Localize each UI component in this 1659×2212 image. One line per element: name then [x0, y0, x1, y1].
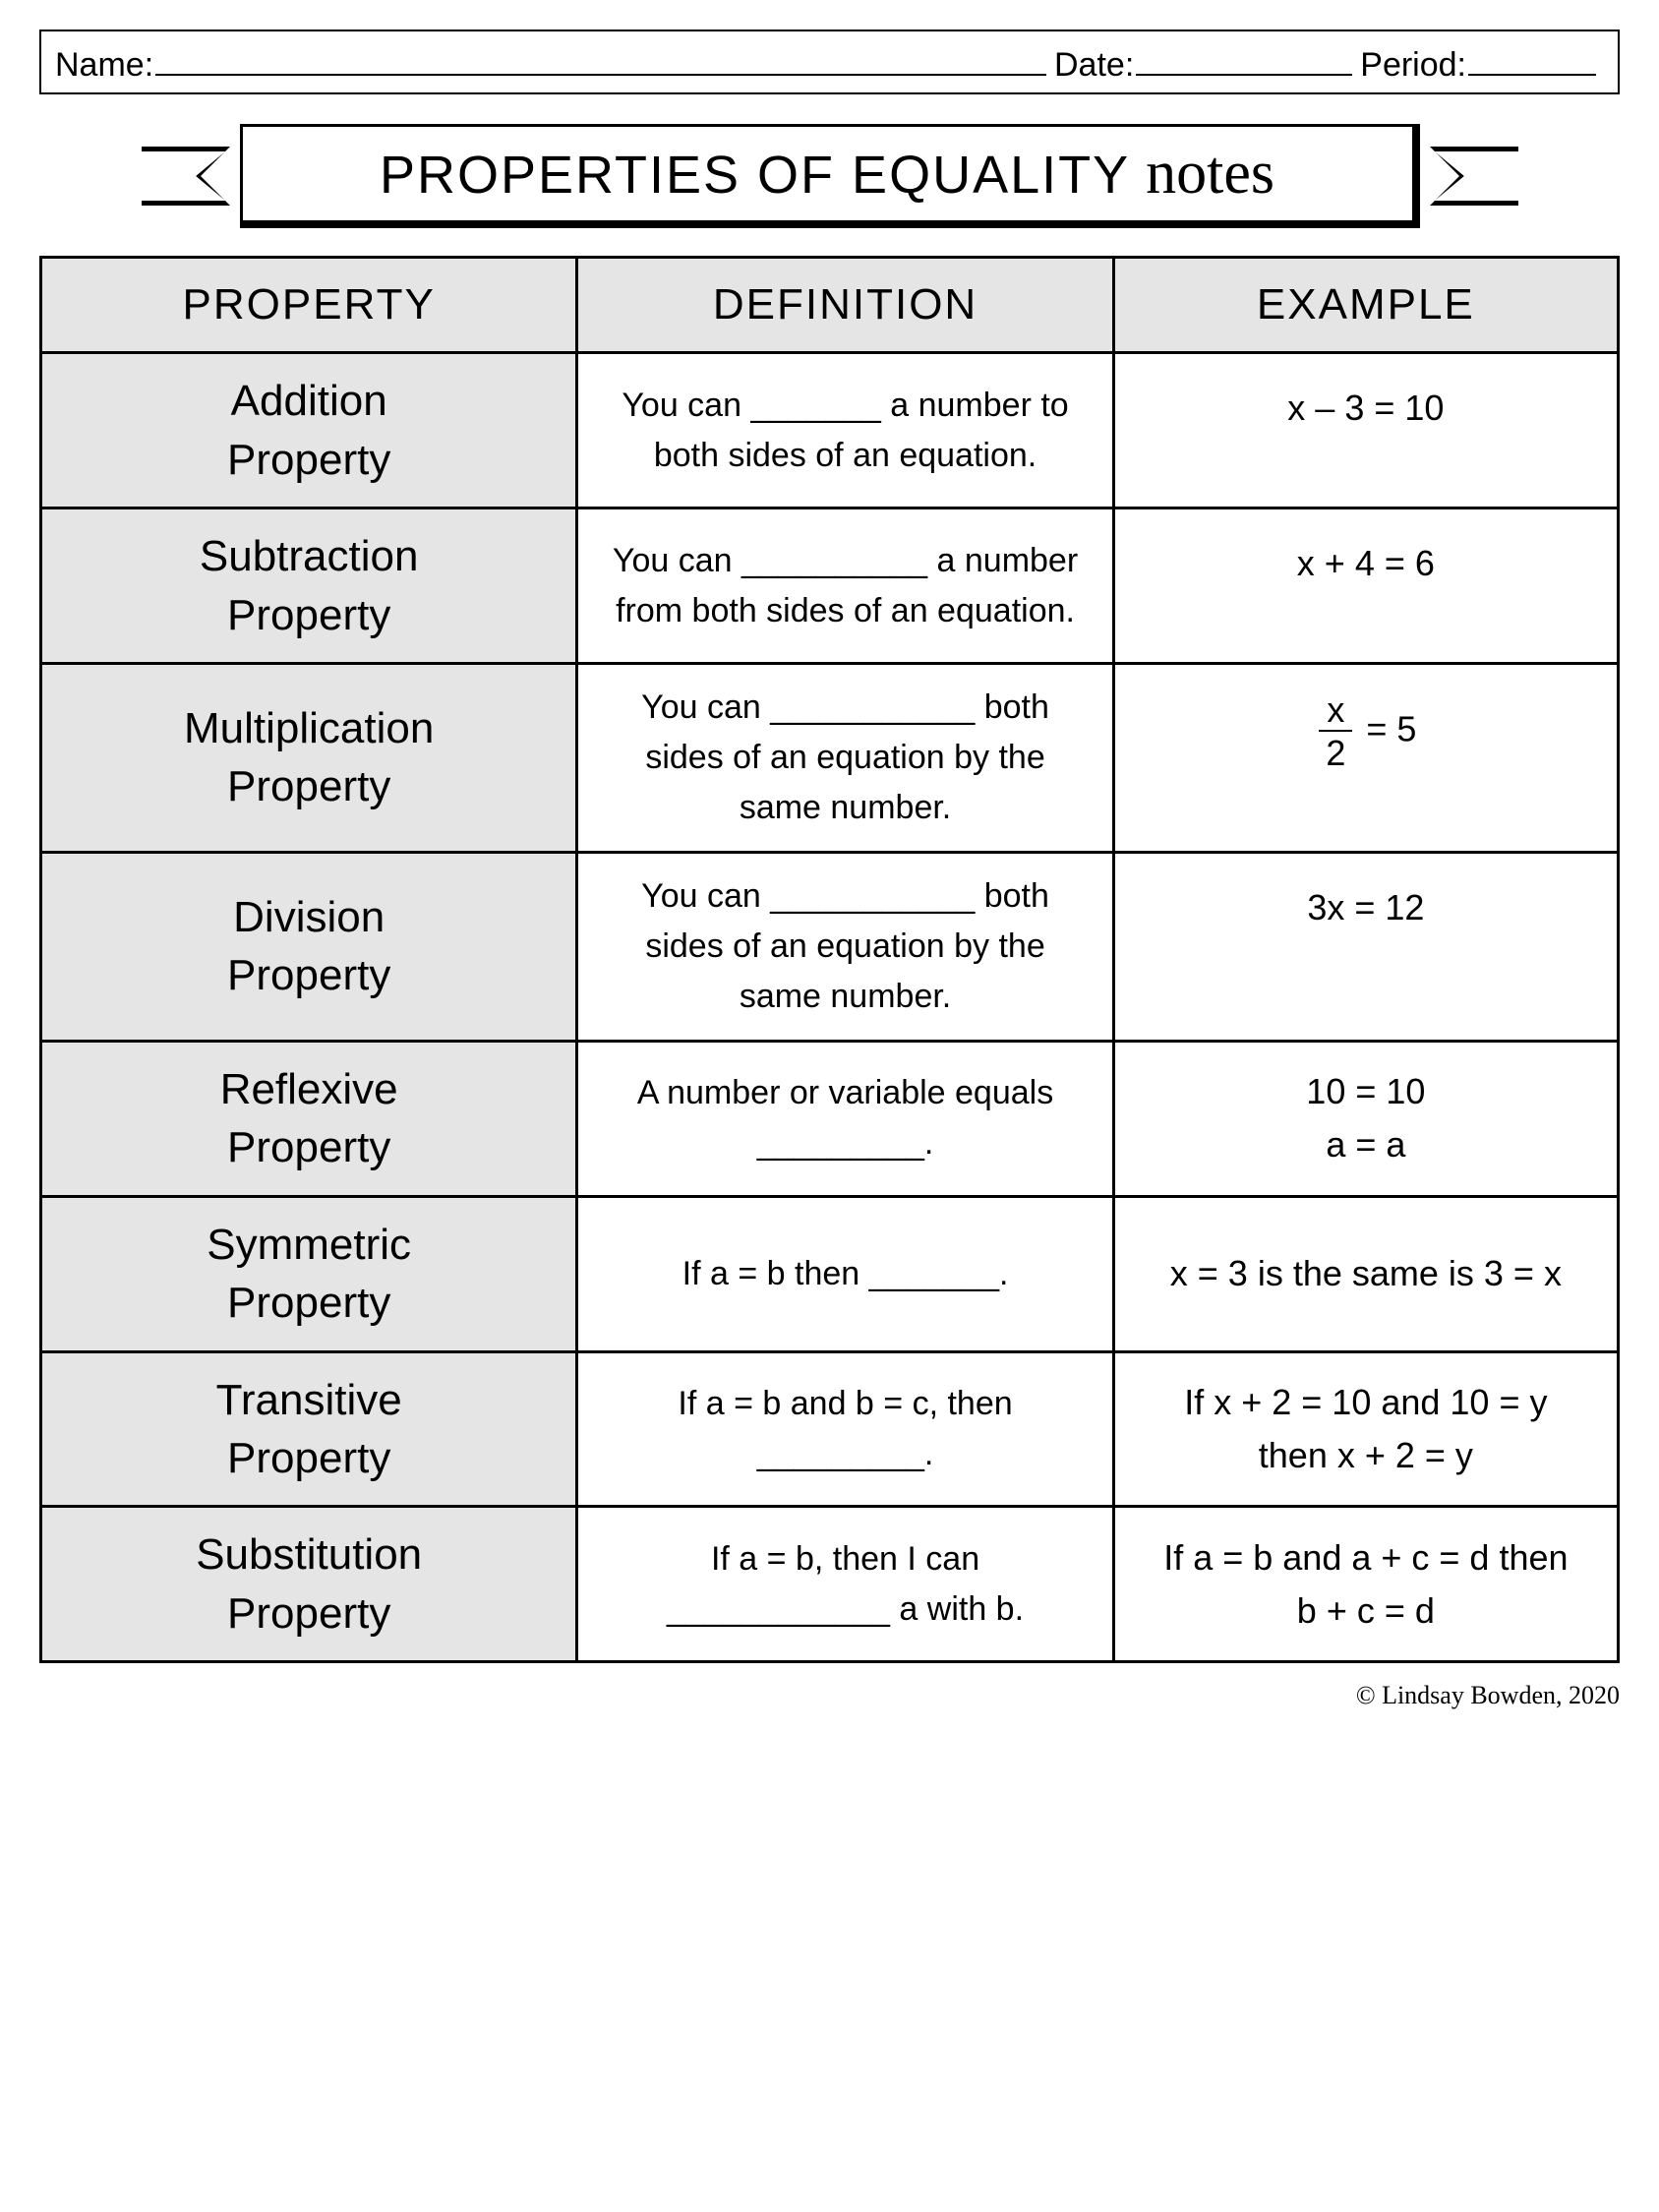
property-example: x + 4 = 6 — [1113, 508, 1618, 664]
date-label: Date: — [1054, 46, 1134, 85]
table-header-row: PROPERTY DEFINITION EXAMPLE — [41, 258, 1619, 353]
property-example: If x + 2 = 10 and 10 = ythen x + 2 = y — [1113, 1351, 1618, 1507]
property-definition: If a = b and b = c, then _________. — [577, 1351, 1113, 1507]
name-label: Name: — [55, 46, 153, 85]
title-box: PROPERTIES OF EQUALITY notes — [240, 124, 1420, 228]
info-header: Name: Date: Period: — [39, 30, 1620, 94]
property-example: x = 3 is the same is 3 = x — [1113, 1196, 1618, 1351]
copyright: © Lindsay Bowden, 2020 — [39, 1681, 1620, 1710]
title-script: notes — [1146, 140, 1274, 207]
table-row: SubtractionPropertyYou can __________ a … — [41, 508, 1619, 664]
col-definition: DEFINITION — [577, 258, 1113, 353]
property-name: SubstitutionProperty — [41, 1507, 577, 1662]
table-row: MultiplicationPropertyYou can __________… — [41, 663, 1619, 852]
property-definition: You can _______ a number to both sides o… — [577, 353, 1113, 508]
ribbon-left-icon — [142, 142, 240, 210]
ribbon-right-icon — [1420, 142, 1518, 210]
property-definition: If a = b, then I can ____________ a with… — [577, 1507, 1113, 1662]
property-example: 3x = 12 — [1113, 852, 1618, 1041]
col-property: PROPERTY — [41, 258, 577, 353]
property-example: 10 = 10a = a — [1113, 1041, 1618, 1196]
title-banner: PROPERTIES OF EQUALITY notes — [39, 124, 1620, 228]
property-name: ReflexiveProperty — [41, 1041, 577, 1196]
property-definition: If a = b then _______. — [577, 1196, 1113, 1351]
property-definition: You can ___________ both sides of an equ… — [577, 852, 1113, 1041]
name-blank[interactable] — [155, 39, 1046, 76]
table-row: TransitivePropertyIf a = b and b = c, th… — [41, 1351, 1619, 1507]
property-definition: You can ___________ both sides of an equ… — [577, 663, 1113, 852]
property-example: x2 = 5 — [1113, 663, 1618, 852]
property-name: SubtractionProperty — [41, 508, 577, 664]
col-example: EXAMPLE — [1113, 258, 1618, 353]
period-blank[interactable] — [1468, 39, 1596, 76]
property-name: MultiplicationProperty — [41, 663, 577, 852]
table-row: SubstitutionPropertyIf a = b, then I can… — [41, 1507, 1619, 1662]
property-definition: You can __________ a number from both si… — [577, 508, 1113, 664]
date-blank[interactable] — [1136, 39, 1352, 76]
property-example: If a = b and a + c = d thenb + c = d — [1113, 1507, 1618, 1662]
property-example: x – 3 = 10 — [1113, 353, 1618, 508]
property-name: SymmetricProperty — [41, 1196, 577, 1351]
title-main: PROPERTIES OF EQUALITY — [380, 146, 1129, 205]
property-name: TransitiveProperty — [41, 1351, 577, 1507]
property-definition: A number or variable equals _________. — [577, 1041, 1113, 1196]
table-row: AdditionPropertyYou can _______ a number… — [41, 353, 1619, 508]
period-label: Period: — [1360, 46, 1466, 85]
property-name: AdditionProperty — [41, 353, 577, 508]
table-row: SymmetricPropertyIf a = b then _______.x… — [41, 1196, 1619, 1351]
table-body: AdditionPropertyYou can _______ a number… — [41, 353, 1619, 1662]
table-row: DivisionPropertyYou can ___________ both… — [41, 852, 1619, 1041]
table-row: ReflexivePropertyA number or variable eq… — [41, 1041, 1619, 1196]
property-name: DivisionProperty — [41, 852, 577, 1041]
properties-table: PROPERTY DEFINITION EXAMPLE AdditionProp… — [39, 256, 1620, 1663]
